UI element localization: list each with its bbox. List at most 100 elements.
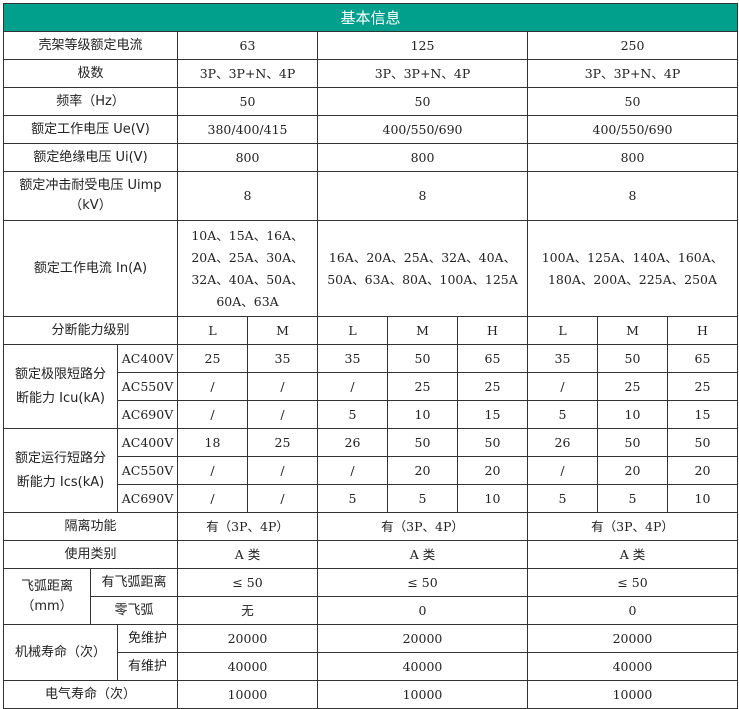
table-row: 额定冲击耐受电压 Uimp（kV） 8 8 8	[3, 171, 738, 221]
table-cell: /	[317, 372, 388, 401]
table-row: 额定工作电压 Ue(V) 380/400/415 400/550/690 400/55…	[3, 115, 738, 144]
table-cell: 800	[317, 143, 528, 172]
table-cell: 有（3P、4P）	[317, 512, 528, 541]
table-row: 分断能力级别 L M L M H L M H	[3, 316, 738, 345]
table-cell: 15	[667, 400, 738, 429]
table-cell: 20	[457, 456, 528, 485]
table-cell: ≤ 50	[317, 568, 528, 597]
table-cell: /	[527, 456, 598, 485]
table-row: AC550V / //25 25/25 25	[4, 372, 738, 401]
table-cell: 5	[597, 484, 668, 513]
table-cell: 5	[527, 484, 598, 513]
table-cell: 5	[527, 400, 598, 429]
table-cell: 15	[457, 400, 528, 429]
table-row: 零飞弧无 0 0	[4, 596, 738, 625]
table-cell: 5	[317, 400, 388, 429]
table-cell: 100A、125A、140A、160A、180A、200A、225A、250A	[527, 220, 738, 317]
table-cell: 50	[387, 344, 458, 373]
table-cell: 3P、3P+N、4P	[317, 59, 528, 88]
sub-label: 零飞弧	[90, 596, 178, 625]
table-cell: H	[667, 316, 738, 345]
table-cell: 800	[177, 143, 318, 172]
table-cell: 0	[317, 596, 528, 625]
table-cell: /	[177, 372, 248, 401]
row-label: 额定工作电压 Ue(V)	[3, 115, 178, 144]
sub-label: AC400V	[117, 428, 178, 457]
row-label: 额定极限短路分断能力 Icu(kA)	[3, 344, 118, 429]
sub-label: 有维护	[117, 652, 178, 681]
row-label: 额定工作电流 In(A)	[3, 220, 178, 317]
table-cell: 20	[387, 456, 458, 485]
table-row: 极数 3P、3P+N、4P 3P、3P+N、4P 3P、3P+N、4P	[3, 59, 738, 88]
table-title: 基本信息	[3, 3, 738, 32]
table-cell: 18	[177, 428, 248, 457]
table-cell: 35	[317, 344, 388, 373]
table-cell: 26	[317, 428, 388, 457]
table-cell: 50	[457, 428, 528, 457]
table-cell: 380/400/415	[177, 115, 318, 144]
table-cell: 8	[527, 171, 738, 221]
table-cell: 20000	[177, 624, 318, 653]
table-cell: 10000	[527, 680, 738, 709]
table-cell: 3P、3P+N、4P	[177, 59, 318, 88]
table-cell: /	[247, 372, 318, 401]
table-cell: 20	[597, 456, 668, 485]
table-row: 额定绝缘电压 Ui(V) 800 800 800	[3, 143, 738, 172]
table-cell: /	[247, 484, 318, 513]
table-cell: 25	[457, 372, 528, 401]
table-cell: /	[527, 372, 598, 401]
table-cell: /	[177, 456, 248, 485]
table-cell: 50	[597, 428, 668, 457]
row-label: 使用类别	[3, 540, 178, 569]
table-cell: 26	[527, 428, 598, 457]
table-cell: 40000	[317, 652, 528, 681]
table-cell: 10	[667, 484, 738, 513]
row-label: 额定绝缘电压 Ui(V)	[3, 143, 178, 172]
sub-label: AC690V	[117, 400, 178, 429]
table-cell: ≤ 50	[527, 568, 738, 597]
table-cell: L	[177, 316, 248, 345]
table-cell: M	[597, 316, 668, 345]
table-cell: /	[317, 456, 388, 485]
table-cell: /	[247, 456, 318, 485]
table-cell: 400/550/690	[317, 115, 528, 144]
sub-label: AC400V	[117, 344, 178, 373]
row-label: 额定运行短路分断能力 Ics(kA)	[3, 428, 118, 513]
table-cell: 10000	[177, 680, 318, 709]
table-row: 机械寿命（次） 免维护 20000 20000 20000	[3, 624, 738, 681]
table-cell: 8	[177, 171, 318, 221]
sub-label: 有飞弧距离	[90, 568, 178, 597]
table-cell: 250	[527, 31, 738, 60]
table-cell: 400/550/690	[527, 115, 738, 144]
table-cell: 8	[317, 171, 528, 221]
sub-label: AC550V	[117, 456, 178, 485]
table-cell: 5	[387, 484, 458, 513]
table-cell: 25	[247, 428, 318, 457]
row-label: 飞弧距离（mm）	[3, 568, 91, 625]
sub-label: AC690V	[117, 484, 178, 513]
table-cell: 5	[317, 484, 388, 513]
table-cell: A 类	[177, 540, 318, 569]
table-cell: A 类	[527, 540, 738, 569]
table-cell: 20000	[317, 624, 528, 653]
row-label: 隔离功能	[3, 512, 178, 541]
table-cell: 0	[527, 596, 738, 625]
table-row: 壳架等级额定电流 63 125 250	[3, 31, 738, 60]
table-row: 额定极限短路分断能力 Icu(kA) AC400V 25 35 35 50 65 35 50 65	[3, 344, 738, 429]
table-cell: 10	[387, 400, 458, 429]
table-cell: 50	[177, 87, 318, 116]
table-cell: 50	[667, 428, 738, 457]
table-cell: M	[387, 316, 458, 345]
table-cell: /	[177, 400, 248, 429]
table-row: 频率（Hz） 50 50 50	[3, 87, 738, 116]
table-cell: 有（3P、4P）	[177, 512, 318, 541]
table-cell: 50	[527, 87, 738, 116]
table-cell: L	[527, 316, 598, 345]
table-cell: 50	[597, 344, 668, 373]
table-cell: 25	[667, 372, 738, 401]
table-cell: 3P、3P+N、4P	[527, 59, 738, 88]
table-cell: 63	[177, 31, 318, 60]
table-cell: 35	[527, 344, 598, 373]
row-label: 频率（Hz）	[3, 87, 178, 116]
